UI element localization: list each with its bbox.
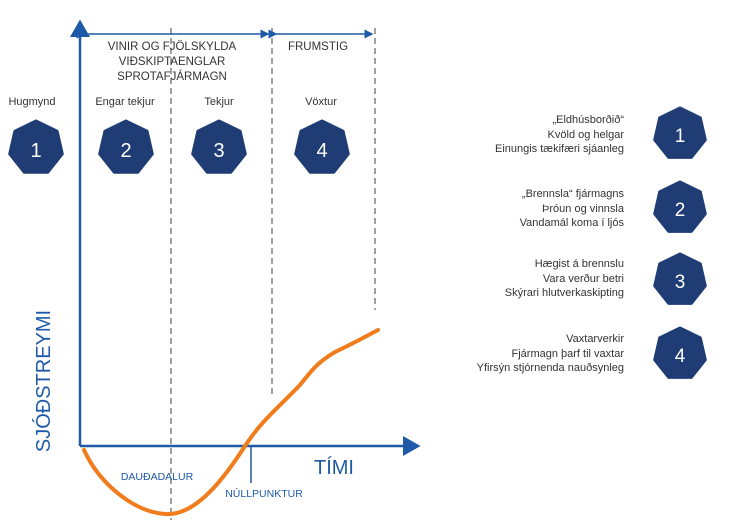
legend-4-line-1: Vaxtarverkir (566, 333, 624, 345)
heptagon-shape (653, 252, 707, 305)
legend-badge-2 (653, 180, 707, 233)
legend-number-4: 4 (675, 346, 686, 367)
legend-text-2: „Brennsla“ fjármagns Þróun og vinnsla Va… (520, 187, 624, 231)
stage-number-2: 2 (120, 140, 131, 162)
legend-badge-1 (653, 106, 707, 159)
heptagon-shape (98, 119, 154, 174)
heptagon-shape (294, 119, 350, 174)
legend-number-1: 1 (675, 126, 686, 147)
phase-header-line-2: VIÐSKIPTAENGLAR (119, 56, 226, 68)
legend-4-line-3: Yfirsýn stjórnenda nauðsynleg (476, 362, 624, 374)
phase-header-right: FRUMSTIG (288, 41, 348, 53)
legend-text-4: Vaxtarverkir Fjármagn þarf til vaxtar Yf… (477, 332, 624, 376)
x-axis-label: TÍMI (314, 456, 354, 479)
heptagon-shape (8, 119, 64, 174)
phase-header-line-1: VINIR OG FJÖLSKYLDA (108, 41, 237, 53)
stage-badge-2 (98, 119, 154, 174)
phase-header-line-3: SPROTAFJÁRMAGN (117, 70, 227, 83)
legend-1-line-3: Einungis tækifæri sjáanleg (494, 143, 624, 155)
legend-text-3: Hægist á brennslu Vara verður betri Skýr… (505, 257, 624, 301)
legend-1-line-2: Kvöld og helgar (547, 128, 624, 141)
stage-label-2: Engar tekjur (95, 96, 155, 108)
valley-label: DAUÐADALUR (121, 471, 194, 483)
legend-2-line-3: Vandamál koma í ljós (519, 217, 624, 229)
legend-text-1: „Eldhúsborðið“ Kvöld og helgar Einungis … (495, 113, 624, 157)
legend-3-line-3: Skýrari hlutverkaskipting (504, 287, 624, 299)
stage-number-3: 3 (213, 140, 224, 162)
stage-label-1: Hugmynd (8, 96, 55, 108)
legend-3-line-1: Hægist á brennslu (534, 258, 624, 270)
legend-number-3: 3 (675, 272, 686, 293)
stage-label-4: Vöxtur (305, 96, 337, 108)
stage-number-1: 1 (30, 140, 41, 162)
legend-badge-4 (653, 326, 707, 379)
legend-badge-3 (653, 252, 707, 305)
y-axis-label: SJÓÐSTREYMI (32, 310, 55, 452)
legend-1-line-1: „Eldhúsborðið“ (552, 114, 624, 126)
heptagon-shape (653, 180, 707, 233)
legend-number-2: 2 (675, 200, 686, 221)
cash-flow-curve (82, 328, 380, 517)
breakeven-label: NÚLLPUNKTUR (225, 487, 303, 500)
heptagon-shape (653, 326, 707, 379)
heptagon-shape (653, 106, 707, 159)
legend-2-line-2: Þróun og vinnsla (542, 202, 624, 215)
heptagon-shape (191, 119, 247, 174)
stage-badge-1 (8, 119, 64, 174)
legend-4-line-2: Fjármagn þarf til vaxtar (511, 347, 624, 360)
legend-3-line-2: Vara verður betri (542, 272, 624, 285)
stage-badge-4 (294, 119, 350, 174)
stage-label-3: Tekjur (204, 96, 234, 108)
stage-number-4: 4 (316, 140, 327, 162)
stage-badge-3 (191, 119, 247, 174)
legend-2-line-1: „Brennsla“ fjármagns (521, 188, 624, 200)
